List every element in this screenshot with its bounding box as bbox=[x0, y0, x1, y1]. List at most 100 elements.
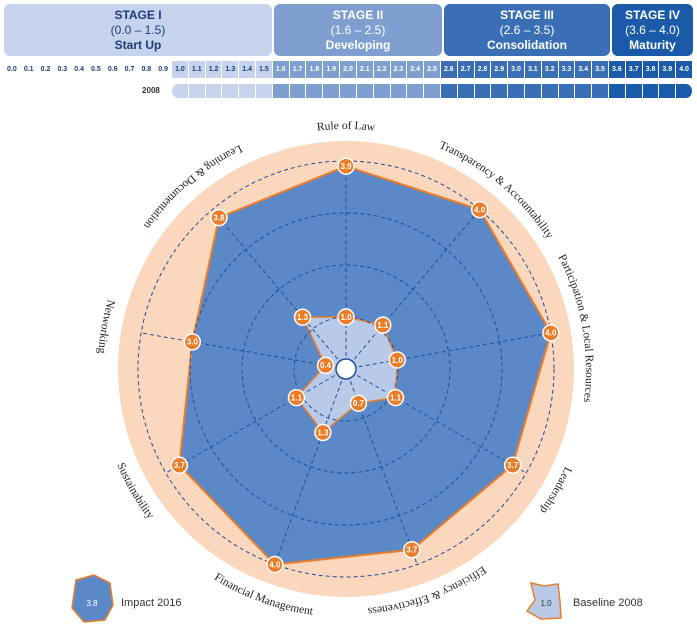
timeline-bar: 2008 2016 bbox=[4, 84, 693, 98]
marker-label: 1.3 bbox=[317, 428, 329, 437]
score-scale: 0.0 0.1 0.2 0.3 0.4 0.5 0.6 0.7 0.8 0.9 1.0 1.1 1.2 1… bbox=[4, 61, 693, 78]
scale-tick: 0.9 bbox=[155, 61, 172, 78]
impact-value-marker: 3.0 bbox=[183, 333, 202, 351]
marker-dot bbox=[470, 200, 489, 219]
impact-value-marker: 3.8 bbox=[210, 208, 228, 227]
scale-tick: 0.7 bbox=[121, 61, 138, 78]
stage-4-title: STAGE IV bbox=[624, 7, 681, 22]
timeline-segment bbox=[306, 84, 324, 98]
grid-ring bbox=[137, 160, 555, 578]
timeline-segment bbox=[575, 84, 593, 98]
timeline-segment bbox=[356, 84, 374, 98]
scale-tick: 0.8 bbox=[138, 61, 155, 78]
stage-2-name: Developing bbox=[325, 37, 391, 52]
legend-baseline: 1.0 Baseline 2008 bbox=[525, 581, 643, 620]
timeline-segment bbox=[608, 84, 626, 98]
marker-dot bbox=[386, 388, 405, 407]
scale-tick: 3.0 bbox=[508, 61, 524, 78]
scale-tick: 2.3 bbox=[390, 61, 407, 78]
marker-dot bbox=[503, 456, 522, 474]
stage-1-range: (0.0 – 1.5) bbox=[110, 22, 166, 37]
grid-spoke bbox=[358, 332, 551, 368]
timeline-segment bbox=[222, 84, 240, 98]
marker-label: 4.0 bbox=[545, 329, 557, 338]
baseline-value-marker: 0.7 bbox=[349, 394, 368, 412]
scale-tick: 2.0 bbox=[340, 61, 356, 78]
marker-label: 1.0 bbox=[340, 313, 352, 322]
baseline-value-marker: 1.0 bbox=[337, 308, 355, 326]
grid-spoke bbox=[357, 375, 527, 474]
scale-tick: 0.4 bbox=[71, 61, 88, 78]
scale-tick: 1.6 bbox=[272, 61, 289, 78]
grid-ring bbox=[189, 212, 503, 526]
grid-spoke bbox=[353, 209, 481, 360]
scale-tick: 0.0 bbox=[4, 61, 20, 78]
stage-4-range: (3.6 – 4.0) bbox=[625, 22, 680, 37]
timeline-segment bbox=[625, 84, 643, 98]
stage-3-name: Consolidation bbox=[487, 37, 567, 52]
marker-dot bbox=[266, 555, 284, 574]
scale-tick: 1.1 bbox=[188, 61, 205, 78]
timeline-segment bbox=[592, 84, 609, 98]
scale-tick: 3.4 bbox=[575, 61, 592, 78]
impact-value-marker: 4.0 bbox=[266, 555, 284, 574]
marker-label: 3.0 bbox=[187, 338, 199, 347]
timeline-segment bbox=[558, 84, 576, 98]
grid-spoke bbox=[165, 375, 335, 474]
scale-tick: 1.2 bbox=[205, 61, 222, 78]
timeline-segment bbox=[289, 84, 307, 98]
scale-tick: 3.6 bbox=[608, 61, 625, 78]
scale-tick: 4.0 bbox=[676, 61, 692, 78]
legend-baseline-sample: 1.0 bbox=[540, 599, 552, 608]
timeline-segment bbox=[239, 84, 257, 98]
stage-2-box: STAGE II (1.6 – 2.5) Developing bbox=[274, 4, 442, 56]
scale-tick: 0.2 bbox=[37, 61, 54, 78]
baseline-value-marker: 1.1 bbox=[374, 316, 392, 334]
scale-tick: 2.9 bbox=[491, 61, 508, 78]
grid-spoke bbox=[141, 332, 334, 368]
timeline-segment bbox=[390, 84, 408, 98]
axis-label: Rule of Law bbox=[316, 120, 376, 134]
marker-label: 3.9 bbox=[340, 162, 352, 171]
timeline-segment bbox=[541, 84, 559, 98]
timeline-segment bbox=[188, 84, 206, 98]
impact-value-marker: 4.0 bbox=[542, 324, 560, 342]
stage-1-title: STAGE I bbox=[114, 7, 162, 22]
impact-value-marker: 3.7 bbox=[403, 541, 421, 559]
scale-tick: 0.1 bbox=[20, 61, 37, 78]
marker-label: 3.8 bbox=[213, 213, 225, 222]
impact-value-marker: 3.7 bbox=[503, 456, 522, 474]
timeline-segment bbox=[172, 84, 189, 98]
timeline-segment bbox=[659, 84, 677, 98]
timeline-segment bbox=[508, 84, 525, 98]
marker-dot bbox=[183, 333, 202, 351]
marker-label: 1.1 bbox=[291, 393, 303, 402]
marker-dot bbox=[374, 316, 392, 334]
legend-impact-label: Impact 2016 bbox=[121, 597, 182, 609]
scale-tick: 2.5 bbox=[424, 61, 440, 78]
scale-tick: 0.6 bbox=[104, 61, 121, 78]
baseline-value-marker: 1.3 bbox=[314, 423, 332, 442]
impact-value-marker: 4.0 bbox=[470, 200, 489, 219]
marker-dot bbox=[403, 541, 421, 559]
legend-impact-swatch bbox=[71, 574, 114, 623]
marker-dot bbox=[542, 324, 560, 342]
stage-header: STAGE I (0.0 – 1.5) Start Up STAGE II (1… bbox=[4, 4, 693, 56]
scale-tick: 0.5 bbox=[88, 61, 104, 78]
scale-tick: 1.9 bbox=[323, 61, 340, 78]
timeline-segment bbox=[524, 84, 542, 98]
marker-dot bbox=[337, 157, 355, 175]
impact-value-marker: 3.9 bbox=[337, 157, 355, 175]
timeline-segment bbox=[256, 84, 273, 98]
scale-tick: 0.3 bbox=[54, 61, 71, 78]
scale-tick: 1.7 bbox=[289, 61, 306, 78]
baseline-value-marker: 1.3 bbox=[293, 308, 312, 326]
timeline-segment bbox=[272, 84, 290, 98]
scale-tick: 3.1 bbox=[524, 61, 541, 78]
timeline-segment bbox=[457, 84, 475, 98]
stage-4-name: Maturity bbox=[629, 37, 676, 52]
marker-label: 4.0 bbox=[269, 560, 281, 569]
axis-label-text: Networking bbox=[95, 298, 116, 354]
impact-value-marker: 3.7 bbox=[170, 456, 189, 474]
scale-tick: 1.0 bbox=[172, 61, 188, 78]
